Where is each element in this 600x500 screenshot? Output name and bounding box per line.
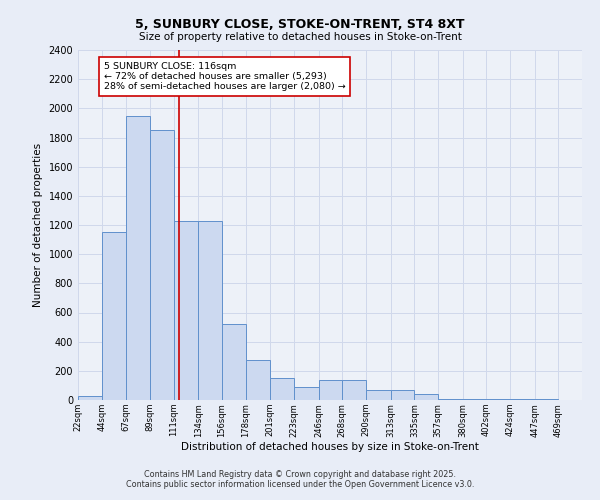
Bar xyxy=(343,380,366,400)
Y-axis label: Number of detached properties: Number of detached properties xyxy=(33,143,43,307)
Text: Contains HM Land Registry data © Crown copyright and database right 2025.
Contai: Contains HM Land Registry data © Crown c… xyxy=(126,470,474,489)
Text: 5 SUNBURY CLOSE: 116sqm
← 72% of detached houses are smaller (5,293)
28% of semi: 5 SUNBURY CLOSE: 116sqm ← 72% of detache… xyxy=(104,62,346,92)
Bar xyxy=(271,378,294,400)
Bar xyxy=(101,232,127,400)
Bar xyxy=(415,394,438,400)
Bar xyxy=(222,324,245,400)
Bar xyxy=(294,387,319,400)
Bar xyxy=(366,390,391,400)
Bar xyxy=(150,130,173,400)
Bar xyxy=(199,220,222,400)
X-axis label: Distribution of detached houses by size in Stoke-on-Trent: Distribution of detached houses by size … xyxy=(181,442,479,452)
Text: Size of property relative to detached houses in Stoke-on-Trent: Size of property relative to detached ho… xyxy=(139,32,461,42)
Text: 5, SUNBURY CLOSE, STOKE-ON-TRENT, ST4 8XT: 5, SUNBURY CLOSE, STOKE-ON-TRENT, ST4 8X… xyxy=(135,18,465,30)
Bar xyxy=(78,396,101,400)
Bar xyxy=(127,116,150,400)
Bar xyxy=(391,390,415,400)
Bar xyxy=(173,220,199,400)
Bar xyxy=(245,360,271,400)
Bar xyxy=(319,380,343,400)
